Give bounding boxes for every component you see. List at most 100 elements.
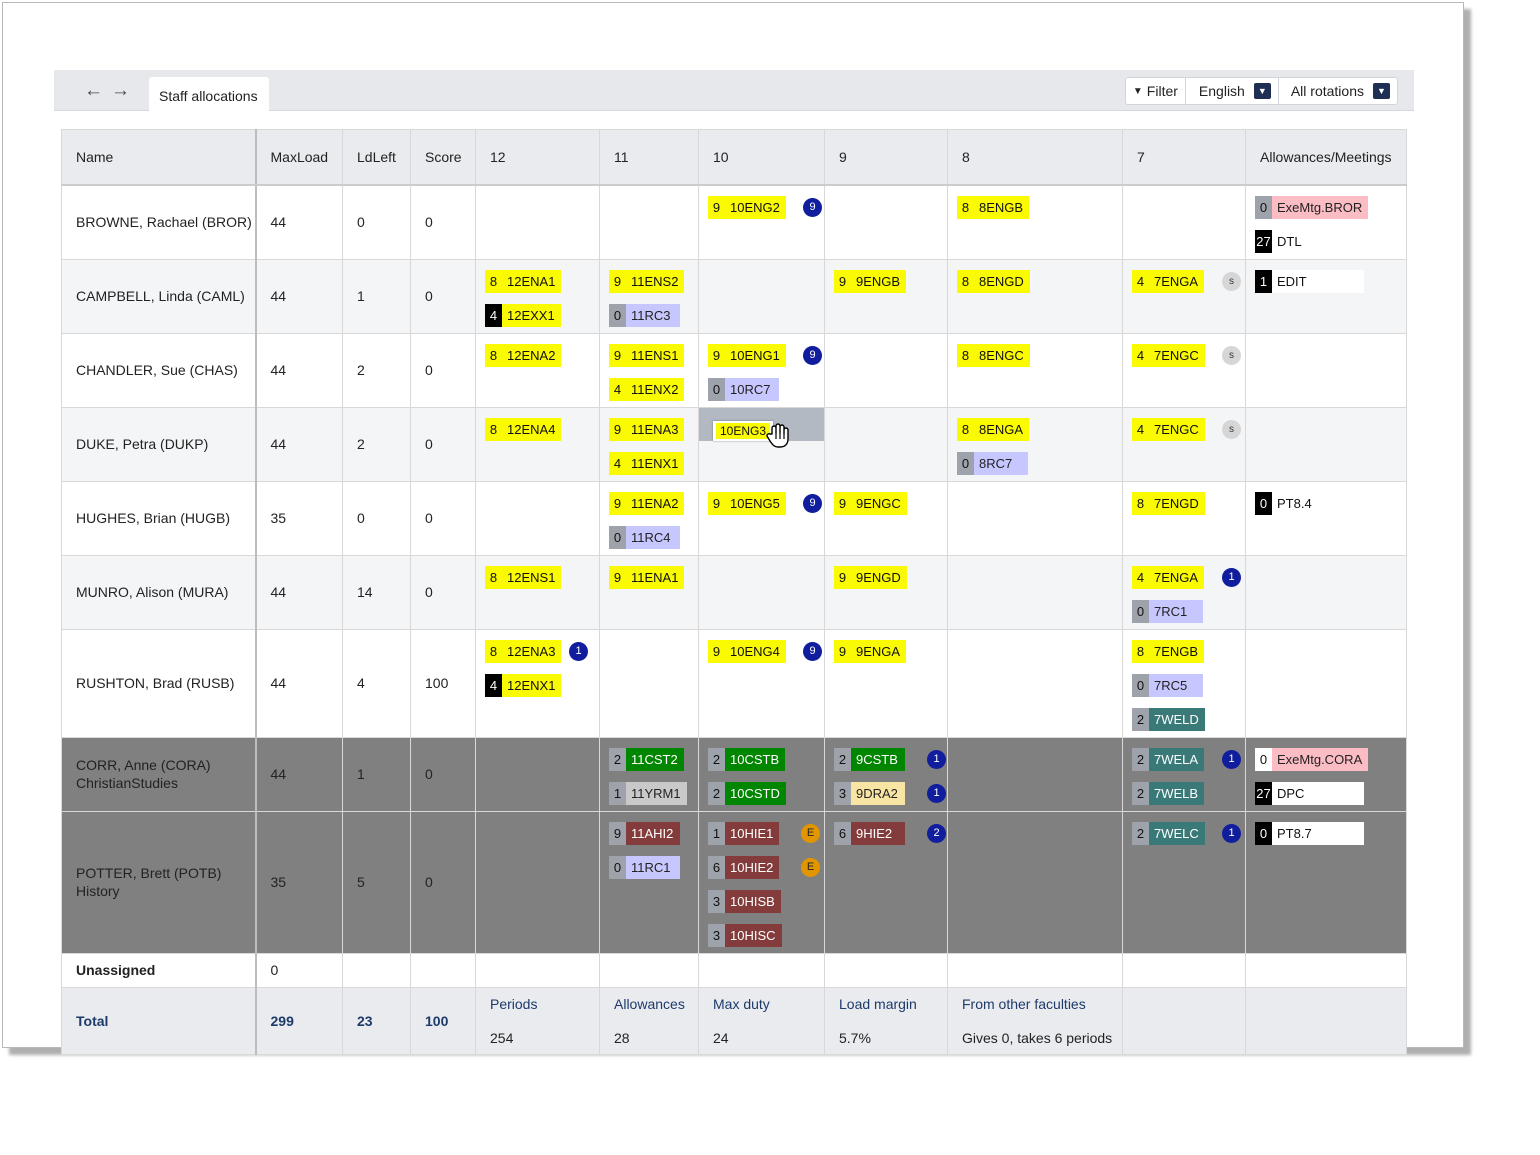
class-chip[interactable]: 9 11ENS1: [609, 339, 698, 373]
allowance-chip[interactable]: 27 DTL: [1255, 225, 1406, 259]
class-chip[interactable]: 4 11ENX2: [609, 373, 698, 407]
col-header[interactable]: 11: [599, 129, 699, 186]
class-chip[interactable]: 8 12ENA2: [485, 339, 599, 373]
class-chip[interactable]: 4 12ENX1: [485, 669, 599, 703]
class-chip[interactable]: 1 10HIE1 E: [708, 817, 824, 851]
class-chip[interactable]: 8 8ENGB: [957, 191, 1122, 225]
subject-select[interactable]: English ▼: [1184, 78, 1278, 104]
total-maxload: 299: [255, 986, 343, 1055]
allowance-chip[interactable]: 1 EDIT: [1255, 265, 1406, 299]
back-arrow-icon[interactable]: ←: [84, 80, 103, 101]
class-chip[interactable]: 4 12EXX1: [485, 299, 599, 333]
class-chip[interactable]: 0 8RC7: [957, 447, 1122, 481]
class-chip[interactable]: 4 7ENGA 1: [1132, 561, 1245, 595]
class-chip[interactable]: 2 7WELB: [1132, 777, 1245, 811]
col-header[interactable]: Score: [410, 129, 476, 186]
class-chip[interactable]: 9 10ENG5 9: [708, 487, 824, 521]
col-header[interactable]: 9: [824, 129, 948, 186]
class-chip[interactable]: 8 12ENA4: [485, 413, 599, 447]
class-chip[interactable]: 8 8ENGD: [957, 265, 1122, 299]
class-chip[interactable]: 3 10HISC: [708, 919, 824, 953]
class-chip[interactable]: 2 7WELD: [1132, 703, 1245, 737]
class-chip[interactable]: 9 11AHI2: [609, 817, 698, 851]
staff-name[interactable]: MUNRO, Alison (MURA): [61, 554, 257, 630]
maxload: 35: [255, 810, 343, 954]
tab-staff-allocations[interactable]: Staff allocations: [149, 77, 269, 111]
class-chip[interactable]: 2 7WELA 1: [1132, 743, 1245, 777]
class-chip[interactable]: 0 11RC4: [609, 521, 698, 555]
drop-target[interactable]: [698, 406, 825, 482]
class-chip[interactable]: 8 8ENGA: [957, 413, 1122, 447]
stat-max-duty: Max duty 24: [698, 986, 825, 1055]
table-row: DUKE, Petra (DUKP) 44 2 0 8 12ENA4 9 11ENA…: [61, 406, 1407, 482]
allowance-chip[interactable]: 27 DPC: [1255, 777, 1406, 811]
class-chip[interactable]: 2 10CSTB: [708, 743, 824, 777]
dragged-chip[interactable]: 10ENG3: [713, 421, 774, 441]
staff-name[interactable]: CAMPBELL, Linda (CAML): [61, 258, 257, 334]
col-header[interactable]: LdLeft: [342, 129, 411, 186]
allowance-chip[interactable]: 0 PT8.4: [1255, 487, 1406, 521]
class-chip[interactable]: 8 7ENGB: [1132, 635, 1245, 669]
staff-name[interactable]: BROWNE, Rachael (BROR): [61, 184, 257, 260]
class-chip[interactable]: 9 10ENG2 9: [708, 191, 824, 225]
class-chip[interactable]: 9 9ENGC: [834, 487, 947, 521]
status-badge: s: [1222, 271, 1241, 291]
class-chip[interactable]: 9 9ENGD: [834, 561, 947, 595]
class-chip[interactable]: 9 9ENGB: [834, 265, 947, 299]
class-chip[interactable]: 4 7ENGA s: [1132, 265, 1245, 299]
staff-name[interactable]: HUGHES, Brian (HUGB): [61, 480, 257, 556]
class-chip[interactable]: 9 11ENA2: [609, 487, 698, 521]
staff-name[interactable]: DUKE, Petra (DUKP): [61, 406, 257, 482]
class-chip[interactable]: 9 11ENA1: [609, 561, 698, 595]
class-chip[interactable]: 6 9HIE2 2: [834, 817, 947, 851]
score: 0: [410, 332, 476, 408]
rotation-select[interactable]: All rotations ▼: [1277, 78, 1397, 104]
class-chip[interactable]: 1 11YRM1: [609, 777, 698, 811]
class-chip[interactable]: 8 7ENGD: [1132, 487, 1245, 521]
col-header[interactable]: Allowances/Meetings: [1245, 129, 1407, 186]
allowance-chip[interactable]: 0 PT8.7: [1255, 817, 1406, 851]
col-header[interactable]: MaxLoad: [255, 129, 343, 186]
staff-name[interactable]: CORR, Anne (CORA) ChristianStudies: [61, 736, 257, 812]
class-chip[interactable]: 3 10HISB: [708, 885, 824, 919]
table-row: CHANDLER, Sue (CHAS) 44 2 0 8 12ENA2 9 11E…: [61, 332, 1407, 408]
class-chip[interactable]: 9 10ENG1 9: [708, 339, 824, 373]
class-chip[interactable]: 0 7RC5: [1132, 669, 1245, 703]
class-chip[interactable]: 3 9DRA2 1: [834, 777, 947, 811]
allowance-chip[interactable]: 0 ExeMtg.CORA: [1255, 743, 1406, 777]
stat-load-margin: Load margin 5.7%: [824, 986, 948, 1055]
class-chip[interactable]: 0 7RC1: [1132, 595, 1245, 629]
class-chip[interactable]: 4 7ENGC s: [1132, 339, 1245, 373]
class-chip[interactable]: 9 9ENGA: [834, 635, 947, 669]
col-header[interactable]: 8: [947, 129, 1123, 186]
class-chip[interactable]: 0 11RC3: [609, 299, 698, 333]
class-chip[interactable]: 4 11ENX1: [609, 447, 698, 481]
count-badge: 1: [927, 749, 946, 769]
class-chip[interactable]: 0 11RC1: [609, 851, 698, 885]
class-chip[interactable]: 4 7ENGC s: [1132, 413, 1245, 447]
class-chip[interactable]: 2 10CSTD: [708, 777, 824, 811]
forward-arrow-icon[interactable]: →: [111, 80, 130, 101]
staff-name[interactable]: POTTER, Brett (POTB) History: [61, 810, 257, 954]
class-chip[interactable]: 8 8ENGC: [957, 339, 1122, 373]
class-chip[interactable]: 9 10ENG4 9: [708, 635, 824, 669]
col-header[interactable]: Name: [61, 129, 257, 186]
staff-name[interactable]: CHANDLER, Sue (CHAS): [61, 332, 257, 408]
class-chip[interactable]: 8 12ENS1: [485, 561, 599, 595]
class-chip[interactable]: 6 10HIE2 E: [708, 851, 824, 885]
class-chip[interactable]: 2 7WELC 1: [1132, 817, 1245, 851]
class-chip[interactable]: 9 11ENS2: [609, 265, 698, 299]
class-chip[interactable]: 0 10RC7: [708, 373, 824, 407]
class-chip[interactable]: 9 11ENA3: [609, 413, 698, 447]
maxload: 44: [255, 554, 343, 630]
staff-name[interactable]: RUSHTON, Brad (RUSB): [61, 628, 257, 738]
class-chip[interactable]: 8 12ENA3 1: [485, 635, 599, 669]
class-chip[interactable]: 2 9CSTB 1: [834, 743, 947, 777]
class-chip[interactable]: 8 12ENA1: [485, 265, 599, 299]
col-header[interactable]: 10: [698, 129, 825, 186]
col-header[interactable]: 7: [1122, 129, 1246, 186]
class-chip[interactable]: 2 11CST2: [609, 743, 698, 777]
allowance-chip[interactable]: 0 ExeMtg.BROR: [1255, 191, 1406, 225]
filter-button[interactable]: ▼ Filter: [1132, 83, 1178, 99]
col-header[interactable]: 12: [475, 129, 600, 186]
